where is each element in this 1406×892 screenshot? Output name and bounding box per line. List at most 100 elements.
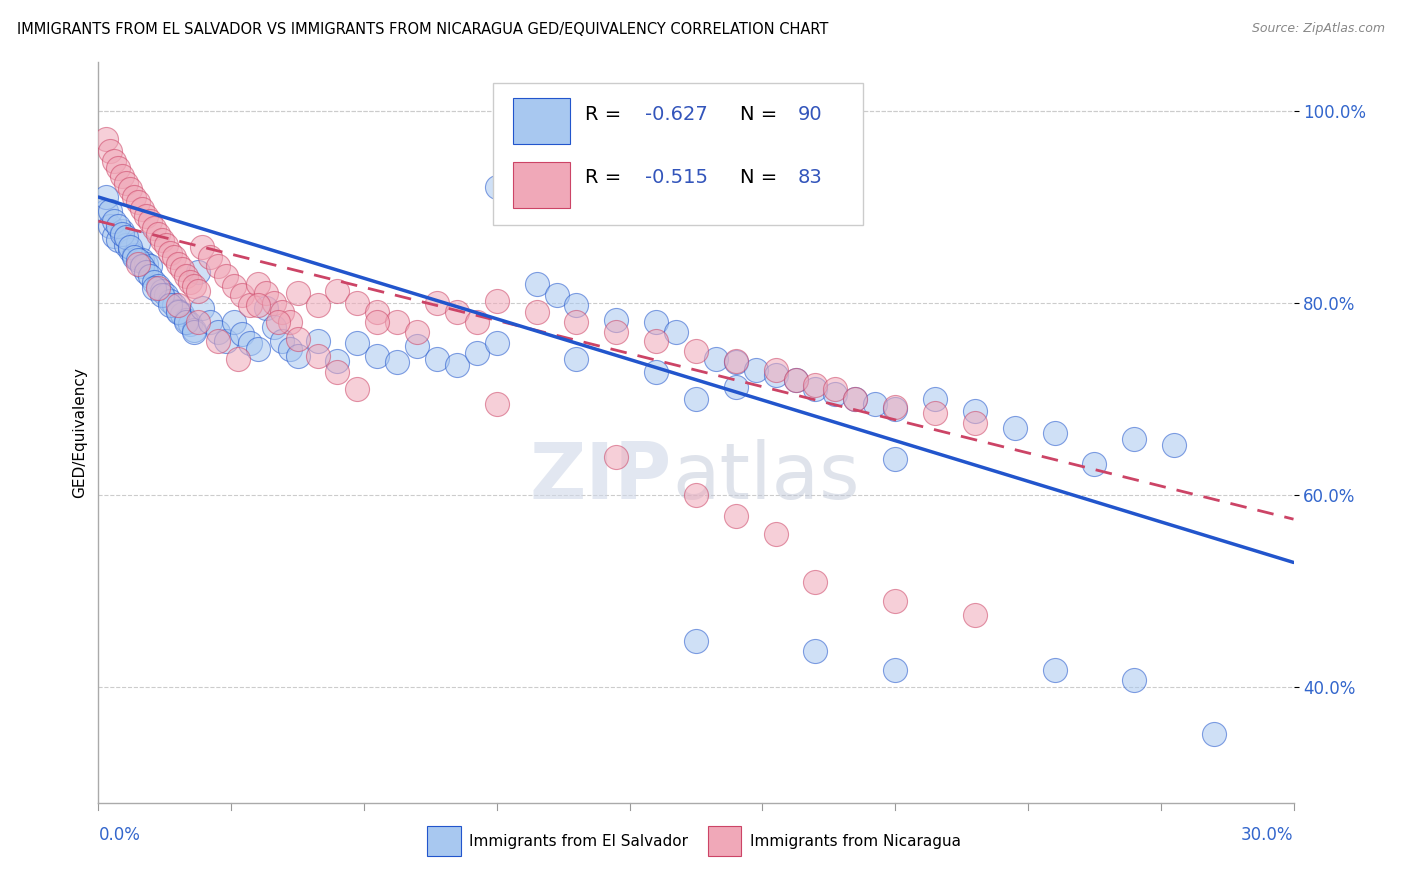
Point	[287, 332, 309, 346]
Point	[96, 132, 118, 146]
Text: Immigrants from El Salvador: Immigrants from El Salvador	[470, 834, 688, 849]
Point	[745, 363, 768, 377]
Point	[107, 233, 129, 247]
Point	[785, 373, 807, 387]
Point	[565, 351, 588, 366]
Bar	[427, 827, 461, 856]
Point	[150, 233, 173, 247]
FancyBboxPatch shape	[494, 83, 863, 226]
Point	[231, 288, 253, 302]
Point	[326, 353, 349, 368]
Text: N =: N =	[740, 104, 783, 124]
Point	[287, 286, 309, 301]
Text: 30.0%: 30.0%	[1241, 827, 1294, 845]
Text: -0.627: -0.627	[644, 104, 707, 124]
Point	[804, 644, 827, 658]
Point	[159, 293, 181, 308]
Point	[183, 323, 205, 337]
Point	[96, 204, 118, 219]
Point	[765, 368, 787, 382]
Point	[278, 342, 301, 356]
Point	[239, 298, 262, 312]
Point	[884, 663, 907, 677]
Bar	[513, 162, 571, 209]
Point	[167, 303, 190, 318]
Point	[270, 334, 292, 349]
Point	[207, 260, 229, 274]
Point	[172, 307, 194, 321]
Point	[270, 305, 292, 319]
Point	[426, 295, 449, 310]
Point	[179, 317, 201, 331]
Point	[135, 209, 157, 223]
Point	[263, 319, 285, 334]
Point	[724, 353, 747, 368]
Point	[207, 334, 229, 349]
Point	[115, 238, 138, 252]
Point	[465, 315, 488, 329]
Text: IMMIGRANTS FROM EL SALVADOR VS IMMIGRANTS FROM NICARAGUA GED/EQUIVALENCY CORRELA: IMMIGRANTS FROM EL SALVADOR VS IMMIGRANT…	[17, 22, 828, 37]
Point	[924, 392, 946, 406]
Point	[844, 392, 866, 406]
Point	[174, 268, 197, 283]
Point	[263, 295, 285, 310]
Point	[385, 315, 409, 329]
Point	[307, 334, 329, 349]
Point	[159, 245, 181, 260]
Point	[148, 281, 170, 295]
Point	[884, 451, 907, 466]
Point	[1202, 726, 1225, 740]
Point	[724, 380, 747, 394]
Point	[884, 400, 907, 414]
Point	[120, 182, 142, 196]
Point	[426, 351, 449, 366]
Point	[139, 260, 162, 274]
Point	[485, 293, 508, 308]
Point	[724, 509, 747, 524]
Point	[115, 230, 138, 244]
Point	[183, 325, 205, 339]
Point	[645, 334, 668, 349]
Point	[278, 315, 301, 329]
Point	[222, 278, 245, 293]
Point	[163, 250, 186, 264]
Point	[685, 634, 707, 648]
Point	[103, 214, 125, 228]
Point	[135, 257, 157, 271]
Point	[465, 346, 488, 360]
Point	[406, 339, 429, 353]
Point	[174, 315, 197, 329]
Point	[143, 275, 166, 289]
Point	[148, 227, 170, 241]
Point	[385, 355, 409, 369]
Point	[120, 243, 142, 257]
Point	[685, 343, 707, 358]
Point	[526, 305, 548, 319]
Point	[963, 416, 986, 430]
Point	[307, 298, 329, 312]
Point	[191, 301, 214, 315]
Point	[111, 227, 134, 241]
Point	[685, 488, 707, 502]
Point	[865, 397, 887, 411]
Point	[127, 236, 149, 251]
Point	[98, 204, 122, 219]
Point	[143, 220, 166, 235]
Point	[167, 298, 190, 312]
Point	[307, 349, 329, 363]
Point	[96, 190, 118, 204]
Point	[485, 336, 508, 351]
Point	[884, 401, 907, 416]
Point	[127, 194, 149, 209]
Point	[187, 265, 209, 279]
Point	[191, 240, 214, 254]
Point	[645, 315, 668, 329]
Point	[605, 450, 627, 464]
Point	[1043, 663, 1066, 677]
Text: atlas: atlas	[672, 439, 859, 515]
Point	[785, 373, 807, 387]
Point	[139, 268, 162, 283]
Point	[1123, 673, 1146, 687]
Point	[605, 313, 627, 327]
Point	[150, 288, 173, 302]
